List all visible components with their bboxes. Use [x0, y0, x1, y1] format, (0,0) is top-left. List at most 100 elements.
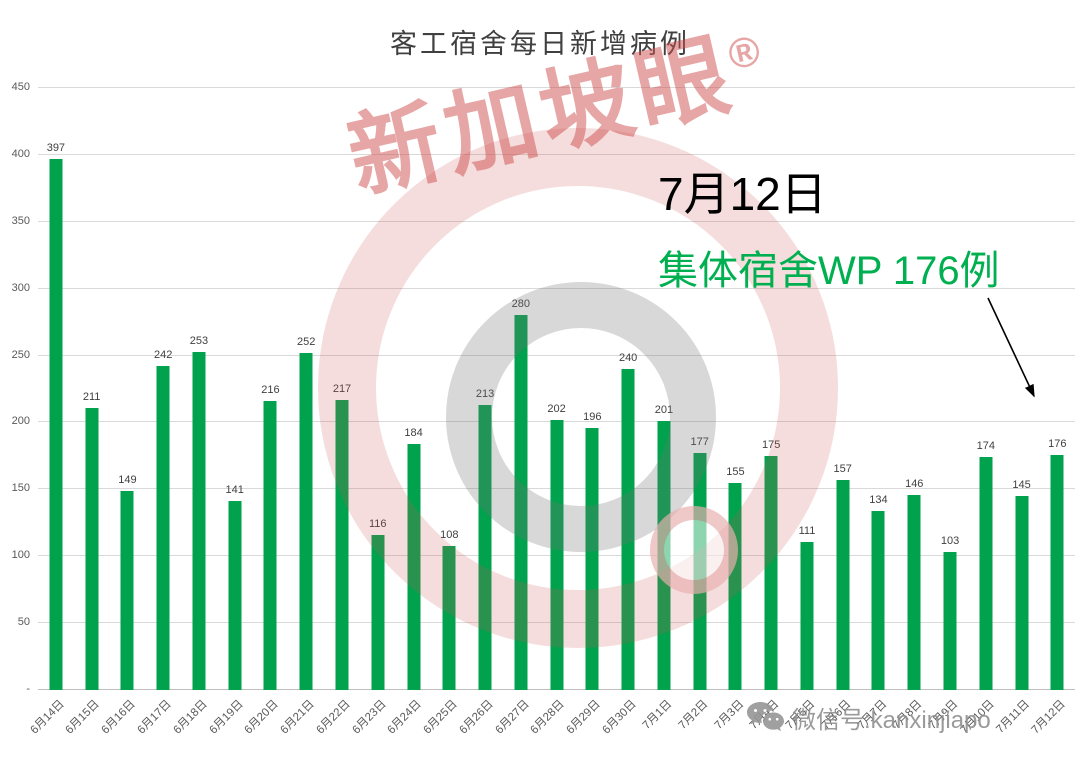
bar-value-label: 216 — [261, 384, 280, 397]
bar-value-label: 397 — [46, 141, 66, 154]
bar-value-label: 253 — [189, 334, 209, 347]
bar-value-label: 240 — [618, 351, 638, 364]
bar — [907, 494, 921, 690]
x-tick: 7月1日 — [641, 694, 682, 763]
bar — [871, 510, 885, 690]
bar — [514, 315, 528, 690]
bar-value-label: 141 — [225, 484, 244, 497]
y-axis-label: 150 — [11, 482, 30, 495]
bar — [371, 534, 385, 690]
bar-slot: 116 — [360, 88, 396, 690]
wechat-id-text: 微信号:kanxinjiapo — [792, 707, 991, 734]
bar — [120, 490, 134, 690]
bar — [1050, 454, 1064, 690]
bar — [836, 479, 850, 690]
bar-slot: 134 — [861, 88, 897, 690]
bar-slot: 174 — [968, 88, 1004, 690]
bar-slot: 108 — [431, 88, 467, 690]
y-axis-label: - — [26, 683, 30, 695]
x-tick: 7月2日 — [676, 694, 718, 763]
gridline — [38, 220, 1075, 222]
bar-slot: 184 — [396, 88, 432, 690]
y-axis-label: 50 — [17, 616, 30, 629]
wechat-icon — [747, 701, 784, 731]
bar-value-label: 217 — [332, 382, 352, 395]
gridline — [38, 153, 1075, 155]
bar — [728, 482, 742, 690]
bar-slot: 175 — [753, 88, 789, 690]
bar-slot: 145 — [1004, 88, 1040, 690]
bar — [299, 352, 313, 690]
bar-slot: 216 — [253, 88, 289, 690]
bar-slot: 196 — [574, 88, 610, 690]
bar-value-label: 202 — [547, 402, 566, 415]
bar-value-label: 201 — [654, 404, 674, 417]
bar — [693, 453, 707, 690]
bar-slot: 240 — [610, 88, 646, 690]
bar-slot: 213 — [467, 88, 503, 690]
bar-value-label: 157 — [833, 462, 852, 475]
bar-value-label: 177 — [690, 436, 709, 449]
y-axis-label: 350 — [11, 214, 30, 227]
bar-slot: 111 — [789, 88, 825, 690]
bar — [979, 457, 993, 690]
y-axis-label: 400 — [11, 147, 30, 160]
bar — [621, 368, 635, 690]
bar — [192, 351, 206, 690]
bar — [263, 401, 277, 690]
bar-value-label: 242 — [153, 349, 173, 362]
bar-value-label: 252 — [297, 335, 316, 348]
bar — [550, 419, 564, 690]
bar-series: 397 211 149 242 253 141 216 252 217 116 184 108 213 2… — [38, 88, 1075, 690]
x-tick: 7月12日 — [1030, 694, 1075, 763]
plot-area: 397 211 149 242 253 141 216 252 217 116 184 108 213 2… — [38, 87, 1075, 690]
bar-slot: 176 — [1039, 88, 1075, 690]
bar-value-label: 196 — [583, 410, 602, 423]
bar-slot: 242 — [145, 88, 181, 690]
bar-value-label: 213 — [475, 388, 495, 401]
bar — [335, 399, 349, 690]
bar-value-label: 149 — [118, 473, 137, 486]
bar — [49, 158, 63, 690]
gridline — [38, 287, 1075, 289]
bar-slot: 211 — [74, 88, 110, 690]
bar-slot: 141 — [217, 88, 253, 690]
bar-slot: 280 — [503, 88, 539, 690]
y-axis-label: 450 — [11, 81, 30, 93]
bar — [156, 366, 170, 690]
bar-slot: 202 — [539, 88, 575, 690]
gridline — [38, 87, 1075, 88]
bar — [442, 545, 456, 690]
bar — [943, 552, 957, 690]
bar — [657, 421, 671, 690]
bar — [764, 455, 778, 690]
bar-slot: 253 — [181, 88, 217, 690]
bar-value-label: 103 — [940, 535, 960, 548]
gridline — [38, 354, 1075, 356]
wechat-watermark: 微信号:kanxinjiapo — [746, 700, 991, 735]
y-axis-label: 200 — [11, 415, 30, 428]
bar-value-label: 108 — [440, 528, 459, 541]
bar-slot: 146 — [896, 88, 932, 690]
y-axis: - 50 100 150 200 250 300 350 400 450 — [0, 0, 34, 763]
bar — [585, 427, 599, 690]
bar-value-label: 145 — [1012, 479, 1031, 492]
bar-slot: 157 — [825, 88, 861, 690]
bar-value-label: 134 — [869, 493, 888, 506]
bar-value-label: 174 — [976, 440, 995, 453]
bar-value-label: 111 — [798, 524, 816, 537]
bar — [407, 443, 421, 690]
bar-value-label: 116 — [368, 517, 387, 530]
bar-value-label: 155 — [726, 465, 745, 478]
bar-slot: 103 — [932, 88, 968, 690]
y-axis-label: 100 — [11, 549, 30, 562]
bar-slot: 397 — [38, 88, 74, 690]
bar — [228, 501, 242, 690]
bar-slot: 217 — [324, 88, 360, 690]
y-axis-label: 300 — [11, 281, 30, 294]
bar — [1015, 496, 1029, 690]
bar — [800, 541, 814, 690]
bar — [478, 405, 492, 690]
bar — [85, 407, 99, 690]
